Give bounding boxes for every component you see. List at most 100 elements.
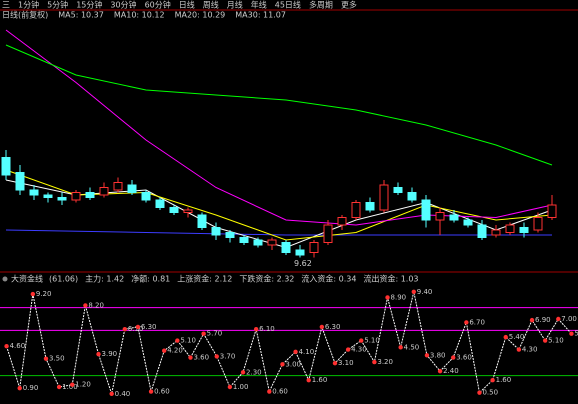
candle-body: [71, 192, 81, 201]
point-label: 3.20: [377, 358, 393, 366]
candle-body: [99, 187, 109, 196]
indicator-icon: [2, 276, 8, 282]
indicator-value: (61.06): [49, 275, 78, 284]
indicator-point: [398, 345, 403, 350]
indicator-point: [372, 359, 377, 365]
indicator-point: [240, 370, 246, 375]
point-label: 5.70: [574, 330, 578, 338]
point-label: 4.20: [167, 347, 183, 355]
indicator-point: [293, 349, 298, 355]
point-label: 1.20: [75, 381, 91, 389]
toolbar-button[interactable]: 三: [2, 1, 10, 10]
toolbar-button[interactable]: 周线: [203, 0, 219, 10]
indicator-point: [464, 320, 469, 325]
point-label: 4.30: [351, 346, 367, 354]
candle-body: [393, 187, 403, 193]
indicator-point: [30, 291, 36, 297]
candle-body: [15, 172, 25, 191]
indicator-point: [4, 344, 9, 349]
point-label: 4.50: [404, 343, 420, 351]
point-label: 5.40: [509, 333, 525, 341]
point-label: 4.10: [299, 348, 315, 356]
indicator-value: 上涨资金: 2.12: [177, 274, 232, 284]
point-label: 6.30: [141, 323, 157, 331]
indicator-line: [6, 291, 572, 396]
ma-line: [5, 44, 553, 166]
toolbar-button[interactable]: 日线: [179, 0, 195, 10]
indicator-point: [477, 390, 482, 395]
point-label: 0.40: [115, 390, 131, 398]
indicator-point: [345, 347, 351, 352]
candle-body: [85, 192, 95, 198]
candle-body: [435, 212, 445, 221]
indicator-value: 主力: 1.42: [85, 274, 124, 284]
candle-body: [477, 224, 487, 238]
candle-body: [155, 199, 165, 208]
indicator-point: [516, 347, 522, 352]
point-label: 8.90: [391, 293, 407, 301]
point-label: 3.10: [338, 359, 354, 367]
toolbar-button[interactable]: 60分钟: [145, 0, 171, 10]
toolbar-button[interactable]: 1分钟: [18, 0, 39, 10]
toolbar-button[interactable]: 30分钟: [110, 0, 136, 10]
indicator-value: 流出资金: 1.03: [363, 274, 418, 284]
point-label: 1.00: [62, 383, 78, 391]
indicator-value: 下跌资金: 2.32: [239, 274, 294, 284]
candle-body: [491, 229, 501, 236]
legend-entry: MA20: 10.29: [175, 11, 226, 20]
toolbar-button[interactable]: 45日线: [275, 0, 301, 10]
toolbar-button[interactable]: 多周期: [309, 0, 333, 10]
candle-body: [449, 214, 459, 221]
point-label: 5.10: [548, 337, 564, 345]
candle-body: [519, 227, 529, 233]
indicator-point: [503, 334, 508, 340]
candle-body: [211, 227, 221, 236]
indicator-value: 净额: 0.81: [131, 274, 170, 284]
toolbar-button[interactable]: 月线: [227, 0, 243, 10]
indicator-point: [437, 368, 443, 374]
point-label: 6.10: [259, 325, 275, 333]
indicator-point: [529, 317, 535, 323]
point-label: 3.50: [49, 355, 65, 363]
point-label: 1.00: [233, 383, 249, 391]
indicator-point: [122, 327, 127, 332]
point-label: 0.90: [23, 384, 39, 392]
candle-body: [323, 224, 333, 243]
candle-body: [113, 182, 123, 191]
indicator-point: [280, 362, 285, 367]
candle-body: [267, 239, 277, 246]
candle-body: [127, 184, 137, 193]
indicator-point: [569, 331, 574, 336]
point-label: 5.10: [180, 337, 196, 345]
indicator-point: [385, 295, 390, 300]
legend-entry: MA10: 10.12: [114, 11, 165, 20]
candle-body: [505, 224, 515, 233]
point-label: 6.70: [469, 318, 485, 326]
legend-entry: MA30: 11.07: [235, 11, 286, 20]
legend-entry: MA5: 10.37: [58, 11, 104, 20]
candle-body: [253, 239, 263, 246]
indicator-point: [319, 324, 325, 330]
candle-body: [57, 197, 67, 201]
indicator-point: [56, 384, 62, 390]
indicator-point: [201, 331, 206, 336]
candle-body: [141, 192, 151, 201]
indicator-point: [306, 378, 311, 383]
candle-body: [421, 199, 431, 221]
point-label: 6.90: [535, 316, 551, 324]
indicator-point: [227, 384, 233, 390]
indicator-point: [96, 351, 101, 357]
ma-line: [5, 169, 553, 241]
point-label: 3.60: [193, 354, 209, 362]
toolbar-button[interactable]: 更多: [341, 0, 357, 10]
toolbar-button[interactable]: 15分钟: [76, 0, 102, 10]
candle-body: [533, 217, 543, 231]
candle-body: [239, 237, 249, 243]
point-label: 9.20: [36, 290, 52, 298]
toolbar-button[interactable]: 5分钟: [47, 0, 68, 10]
indicator-point: [162, 348, 167, 353]
point-label: 0.60: [154, 388, 170, 396]
candle-body: [295, 249, 305, 256]
toolbar-button[interactable]: 年线: [251, 0, 267, 10]
